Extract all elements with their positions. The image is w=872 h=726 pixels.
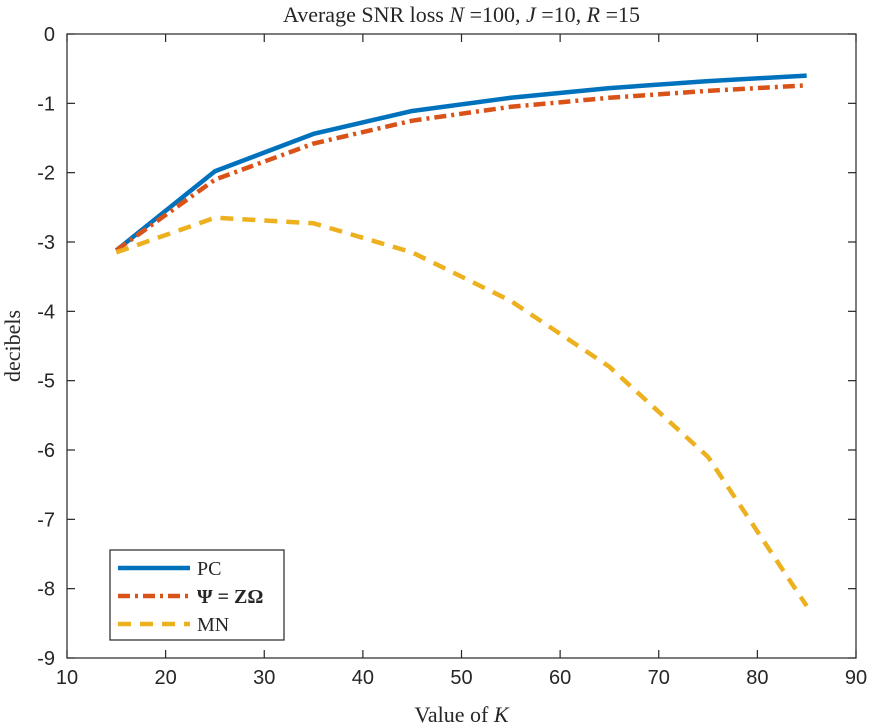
x-axis-label: Value of K [414, 702, 509, 726]
y-tick-label: 0 [44, 24, 55, 46]
legend-box [109, 549, 285, 641]
x-tick-label: 70 [648, 667, 670, 689]
y-tick-label: -1 [37, 93, 55, 115]
y-tick-label: -2 [37, 163, 55, 185]
y-tick-label: -5 [37, 371, 55, 393]
legend-label: MN [197, 614, 229, 636]
legend-label: Ψ = ZΩ [197, 586, 263, 608]
y-tick-label: -8 [37, 579, 55, 601]
y-tick-label: -4 [37, 301, 55, 323]
x-tick-label: 30 [253, 667, 275, 689]
series-line-pc [114, 73, 807, 253]
x-tick-label: 10 [56, 667, 78, 689]
series-line-mn [115, 215, 809, 608]
x-tick-label: 90 [845, 667, 867, 689]
chart-title: Average SNR loss N =100, J =10, R =15 [283, 2, 640, 27]
y-tick-label: -3 [37, 232, 55, 254]
series-line-z [114, 83, 807, 253]
x-tick-label: 50 [450, 667, 472, 689]
y-tick-label: -9 [37, 648, 55, 670]
legend-label: PC [197, 558, 221, 580]
y-tick-label: -7 [37, 509, 55, 531]
y-axis-label: decibels [0, 310, 25, 382]
x-tick-label: 60 [549, 667, 571, 689]
x-tick-label: 80 [746, 667, 768, 689]
x-tick-label: 40 [352, 667, 374, 689]
x-tick-label: 20 [155, 667, 177, 689]
y-tick-label: -6 [37, 440, 55, 462]
